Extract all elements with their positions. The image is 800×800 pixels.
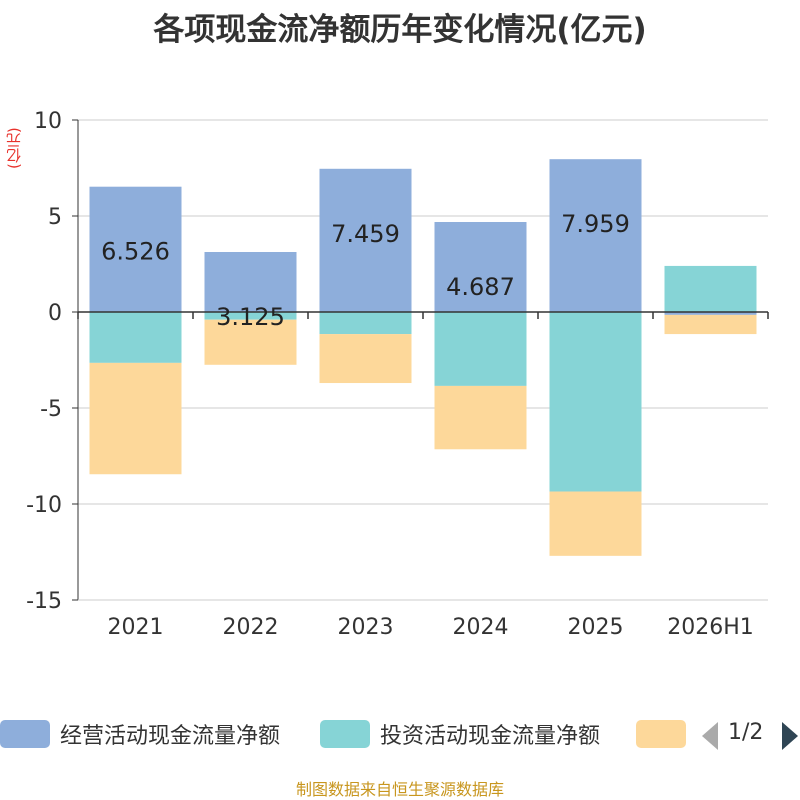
legend-page-indicator: 1/2 <box>728 720 764 745</box>
chart-title: 各项现金流净额历年变化情况(亿元) <box>153 12 647 48</box>
bar-2-2025 <box>549 312 642 492</box>
chart-plot: 10 5 0 -5 -10 -15 2021 2022 2023 2024 2025 2026H1 6.… <box>26 109 769 640</box>
legend-item-third[interactable] <box>636 718 686 750</box>
bar-2-2021 <box>89 312 182 363</box>
y-tick-label: 5 <box>48 205 62 230</box>
legend-item-operating[interactable]: 经营活动现金流量净额 <box>0 718 280 750</box>
data-label: 6.526 <box>101 238 170 266</box>
bar-3-2023 <box>319 334 412 384</box>
y-tick-label: 0 <box>48 301 62 326</box>
legend-prev-page-icon[interactable] <box>702 722 718 750</box>
data-label: 3.125 <box>216 303 285 331</box>
bar-2-2026H1 <box>664 265 757 312</box>
y-tick-label: -5 <box>40 397 62 422</box>
legend-swatch-third <box>636 720 686 748</box>
bar-3-2026H1 <box>664 314 757 335</box>
y-tick-label: -15 <box>26 589 62 614</box>
bar-1-2021 <box>89 186 182 312</box>
bar-2-2024 <box>434 312 527 386</box>
legend-label-investing: 投资活动现金流量净额 <box>380 724 601 749</box>
bar-3-2021 <box>89 362 182 475</box>
data-label: 7.459 <box>331 220 400 248</box>
bar-1-2023 <box>319 168 412 312</box>
bar-2-2022 <box>204 312 297 320</box>
x-tick-label: 2026H1 <box>667 615 754 640</box>
bar-3-2022 <box>204 319 297 365</box>
legend-label-operating: 经营活动现金流量净额 <box>60 724 281 749</box>
x-tick-label: 2022 <box>223 615 279 640</box>
bar-3-2025 <box>549 491 642 556</box>
x-tick-label: 2025 <box>568 615 624 640</box>
y-tick-label: -10 <box>26 493 62 518</box>
legend-swatch-operating <box>0 720 50 748</box>
x-tick-label: 2024 <box>453 615 509 640</box>
data-label: 7.959 <box>561 210 630 238</box>
legend-item-investing[interactable]: 投资活动现金流量净额 <box>320 718 600 750</box>
data-source-note: 制图数据来自恒生聚源数据库 <box>295 780 504 799</box>
x-tick-label: 2021 <box>108 615 164 640</box>
legend: 经营活动现金流量净额 投资活动现金流量净额 1/2 <box>0 712 800 756</box>
legend-swatch-investing <box>320 720 370 748</box>
bar-1-2022 <box>204 252 297 312</box>
bar-1-2024 <box>434 222 527 312</box>
bar-1-2026H1 <box>664 312 757 315</box>
bar-3-2024 <box>434 385 527 450</box>
bar-2-2023 <box>319 312 412 335</box>
legend-next-page-icon[interactable] <box>782 722 798 750</box>
x-tick-label: 2023 <box>338 615 394 640</box>
y-tick-label: 10 <box>34 109 62 134</box>
data-label: 4.687 <box>446 273 515 301</box>
bar-1-2025 <box>549 159 642 312</box>
